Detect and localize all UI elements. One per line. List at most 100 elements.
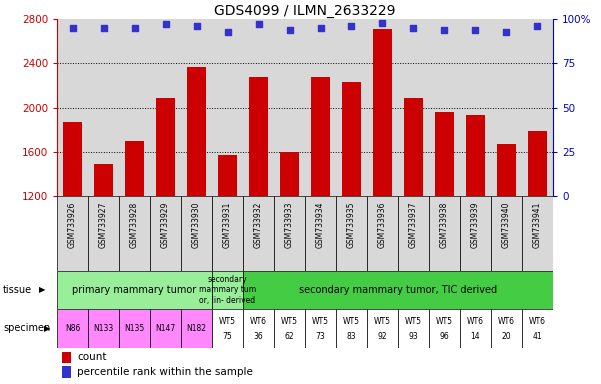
Text: specimen: specimen (3, 323, 50, 333)
Bar (367, 309, 398, 348)
Point (192, 23, 201, 29)
Bar (212, 196, 243, 271)
Point (471, 27, 480, 33)
Bar (460, 309, 491, 348)
Bar (119, 196, 150, 271)
Bar (94, 164, 113, 196)
Text: GSM733927: GSM733927 (99, 202, 108, 248)
Bar (249, 77, 268, 196)
Bar (212, 309, 243, 348)
Text: GSM733930: GSM733930 (192, 202, 201, 248)
Bar (429, 309, 460, 348)
Text: secondary
mammary tum
or, lin- derived: secondary mammary tum or, lin- derived (199, 275, 256, 305)
Bar (342, 82, 361, 196)
Text: GSM733932: GSM733932 (254, 202, 263, 248)
Text: GSM733940: GSM733940 (502, 202, 511, 248)
Text: GSM733938: GSM733938 (440, 202, 449, 248)
Point (285, 27, 294, 33)
Text: WT5: WT5 (405, 317, 422, 326)
Bar (491, 196, 522, 271)
Bar (336, 309, 367, 348)
Text: 20: 20 (502, 332, 511, 341)
Bar (243, 271, 553, 309)
Bar (404, 98, 423, 196)
Bar (218, 155, 237, 196)
Text: WT5: WT5 (219, 317, 236, 326)
Text: N86: N86 (65, 324, 81, 333)
Text: WT5: WT5 (281, 317, 298, 326)
Bar (435, 112, 454, 196)
Text: 41: 41 (532, 332, 542, 341)
Text: WT6: WT6 (467, 317, 484, 326)
Text: primary mammary tumor: primary mammary tumor (73, 285, 197, 295)
Text: WT5: WT5 (312, 317, 329, 326)
Text: GSM733937: GSM733937 (409, 202, 418, 248)
Bar (460, 196, 491, 271)
Text: WT5: WT5 (374, 317, 391, 326)
Bar (62, 366, 71, 378)
Text: GSM733931: GSM733931 (223, 202, 232, 248)
Bar (305, 309, 336, 348)
Text: GSM733928: GSM733928 (130, 202, 139, 248)
Title: GDS4099 / ILMN_2633229: GDS4099 / ILMN_2633229 (215, 4, 395, 18)
Bar (305, 196, 336, 271)
Text: 14: 14 (471, 332, 480, 341)
Text: GSM733929: GSM733929 (161, 202, 170, 248)
Point (99, 25, 108, 31)
Text: GSM733941: GSM733941 (533, 202, 542, 248)
Bar (88, 309, 119, 348)
Bar (57, 271, 212, 309)
Text: percentile rank within the sample: percentile rank within the sample (77, 367, 253, 377)
Text: 93: 93 (409, 332, 418, 341)
Bar (62, 352, 71, 363)
Point (254, 22, 263, 28)
Point (377, 20, 387, 26)
Bar (243, 309, 274, 348)
Bar (522, 196, 553, 271)
Text: WT5: WT5 (436, 317, 453, 326)
Bar (119, 309, 150, 348)
Bar (125, 141, 144, 196)
Bar (373, 29, 392, 196)
Text: 62: 62 (285, 332, 294, 341)
Text: N147: N147 (156, 324, 175, 333)
Bar (181, 309, 212, 348)
Text: ▶: ▶ (39, 285, 46, 295)
Bar (522, 309, 553, 348)
Bar (150, 309, 181, 348)
Point (440, 27, 450, 33)
Point (68, 25, 78, 31)
Bar (63, 122, 82, 196)
Text: GSM733936: GSM733936 (378, 202, 387, 248)
Bar (429, 196, 460, 271)
Text: N135: N135 (124, 324, 145, 333)
Bar (188, 67, 206, 196)
Text: tissue: tissue (3, 285, 32, 295)
Text: WT5: WT5 (343, 317, 360, 326)
Bar (398, 196, 429, 271)
Text: secondary mammary tumor, TIC derived: secondary mammary tumor, TIC derived (299, 285, 497, 295)
Bar (156, 98, 175, 196)
Bar (181, 196, 212, 271)
Text: 75: 75 (222, 332, 233, 341)
Point (130, 25, 139, 31)
Bar (367, 196, 398, 271)
Text: GSM733934: GSM733934 (316, 202, 325, 248)
Text: GSM733933: GSM733933 (285, 202, 294, 248)
Text: 96: 96 (439, 332, 450, 341)
Bar (212, 271, 243, 309)
Text: GSM733926: GSM733926 (68, 202, 77, 248)
Bar (280, 152, 299, 196)
Text: GSM733939: GSM733939 (471, 202, 480, 248)
Point (223, 28, 233, 35)
Text: WT6: WT6 (529, 317, 546, 326)
Bar (466, 115, 485, 196)
Text: 36: 36 (254, 332, 263, 341)
Bar (57, 309, 88, 348)
Text: N133: N133 (93, 324, 114, 333)
Point (347, 23, 356, 29)
Bar (150, 196, 181, 271)
Bar (491, 309, 522, 348)
Bar (88, 196, 119, 271)
Text: 92: 92 (377, 332, 387, 341)
